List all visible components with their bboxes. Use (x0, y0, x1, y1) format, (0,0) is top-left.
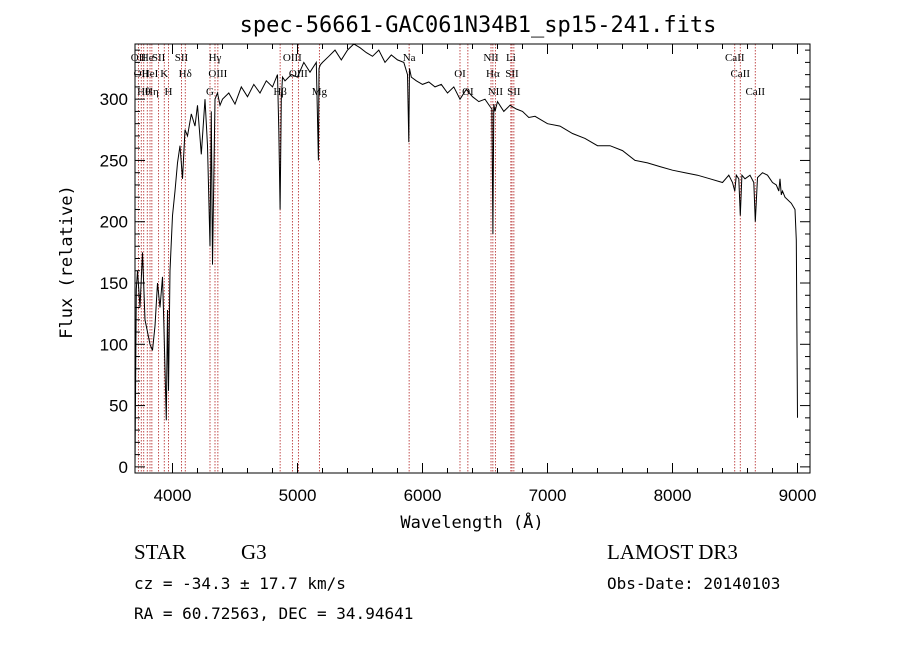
line-marker-label: CaII (725, 52, 745, 64)
flux-series-line (134, 43, 798, 467)
y-tick-label: 200 (100, 213, 128, 232)
y-tick-label: 300 (100, 90, 128, 109)
redshift-cz: cz = -34.3 ± 17.7 km/s (134, 574, 346, 593)
observation-date: Obs-Date: 20140103 (607, 574, 781, 593)
line-marker-label: H (165, 86, 173, 98)
line-marker-labels: OIIOIIHθHeHeIHηSIIKHSIIHδGHγOIIIHβOIIIOI… (131, 52, 766, 98)
object-subclass: G3 (241, 540, 267, 564)
line-marker-label: HeI (142, 68, 159, 80)
line-marker-label: CaII (745, 86, 765, 98)
y-tick-label: 0 (119, 458, 128, 477)
line-marker-label: Hδ (179, 68, 192, 80)
x-axis-label: Wavelength (Å) (400, 511, 543, 533)
line-marker-label: Na (403, 52, 416, 64)
line-marker-label: Mg (312, 86, 328, 98)
x-tick-label: 6000 (404, 486, 442, 505)
line-marker-label: OIII (283, 52, 302, 64)
y-axis-label: Flux (relative) (57, 185, 77, 339)
x-tick-label: 4000 (154, 486, 192, 505)
line-marker-label: He (141, 52, 154, 64)
coordinates: RA = 60.72563, DEC = 34.94641 (134, 604, 414, 623)
line-marker-label: K (160, 68, 168, 80)
line-marker-label: NII (488, 86, 504, 98)
line-marker-label: Hγ (209, 52, 222, 64)
line-marker-label: SII (505, 68, 519, 80)
y-axis-ticks: 0 50 100 150 200 250 300 (100, 49, 810, 477)
line-marker-label: Li (506, 52, 516, 64)
y-tick-label: 50 (109, 397, 128, 416)
line-marker-label: G (206, 86, 214, 98)
x-tick-label: 5000 (279, 486, 317, 505)
line-marker-label: Hη (145, 86, 159, 98)
line-marker-label: NII (483, 52, 499, 64)
line-markers (137, 44, 756, 473)
y-tick-label: 100 (100, 335, 128, 354)
x-tick-label: 9000 (779, 486, 817, 505)
plot-frame (134, 43, 811, 474)
x-axis-ticks: 4000 5000 6000 7000 8000 9000 (154, 44, 817, 505)
line-marker-label: SII (507, 86, 521, 98)
object-class: STAR (134, 540, 186, 564)
line-marker-label: OII (134, 68, 150, 80)
x-tick-label: 8000 (654, 486, 692, 505)
y-tick-label: 250 (100, 151, 128, 170)
line-marker-label: Hθ (137, 86, 150, 98)
line-marker-label: CaII (730, 68, 750, 80)
line-marker-label: SII (175, 52, 189, 64)
line-marker-label: OIII (208, 68, 227, 80)
survey-name: LAMOST DR3 (607, 540, 738, 564)
x-tick-label: 7000 (529, 486, 567, 505)
y-tick-label: 150 (100, 274, 128, 293)
line-marker-label: OI (454, 68, 466, 80)
line-marker-label: Hβ (273, 86, 287, 98)
line-marker-label: Hα (486, 68, 500, 80)
chart-title: spec-56661-GAC061N34B1_sp15-241.fits (240, 13, 717, 38)
line-marker-label: SII (152, 52, 166, 64)
